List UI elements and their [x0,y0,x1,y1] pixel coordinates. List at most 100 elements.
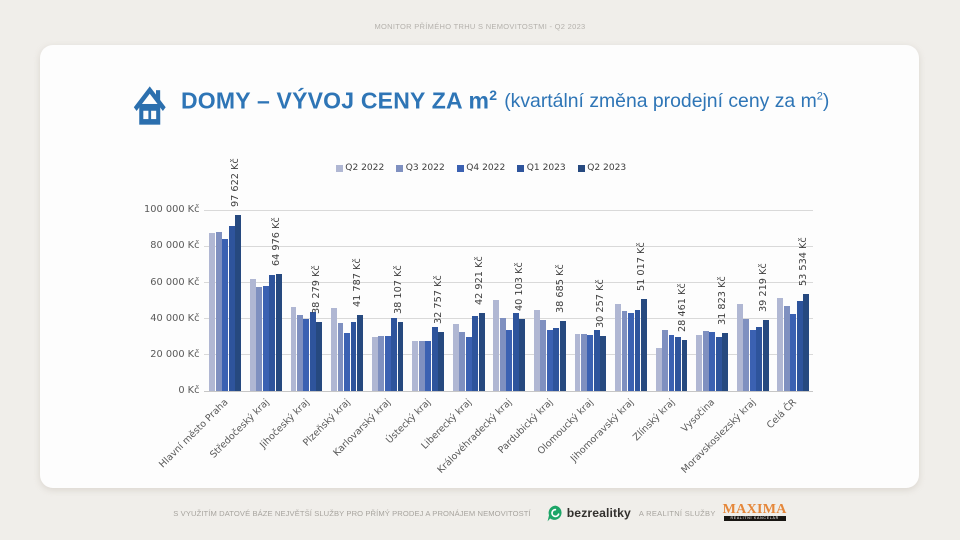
bar [655,348,662,391]
bar [615,304,621,391]
bar [696,335,703,391]
bar-value-label: 41 787 Kč [351,258,363,308]
bar [803,294,810,391]
legend-swatch [577,164,585,172]
bar [465,337,472,391]
bar [662,329,668,391]
bar [796,301,803,391]
bar [478,313,485,391]
bar [783,306,790,391]
bar [337,322,344,391]
bar [438,331,445,391]
bar [736,304,743,391]
legend-swatch [517,164,525,172]
bar [209,233,216,391]
bar [600,336,607,391]
bar [777,297,784,391]
bar [357,315,363,391]
footer: S VYUŽITÍM DATOVÉ BÁZE NEJVĚTŠÍ SLUŽBY P… [0,501,960,525]
bar [228,226,235,391]
legend-label: Q1 2023 [526,163,566,173]
bar-value-label: 53 534 Kč [798,237,810,287]
bar [371,336,378,391]
bar [222,238,229,391]
bar [290,307,297,391]
bar [269,275,276,391]
bar-value-label: 39 219 Kč [757,263,769,313]
bar [235,214,242,391]
bezrealitky-pin-icon [547,505,562,521]
bar [540,319,547,391]
footer-services-label: A REALITNÍ SLUŽBY [638,508,716,518]
maxima-logo: MAXIMA REALITNÍ KANCELÁŘ [723,503,787,521]
bar [519,318,526,391]
bar-value-label: 30 257 Kč [595,279,607,329]
slide-header: MONITOR PŘÍMÉHO TRHU S NEMOVITOSTMI - Q2… [374,22,586,31]
bar [249,278,256,391]
y-tick-label: 0 Kč [178,385,200,396]
legend-item: Q4 2022 [456,163,506,173]
bar [215,232,222,391]
legend-item: Q3 2022 [396,163,445,173]
bar-value-label: 38 107 Kč [392,265,404,315]
legend-item: Q1 2023 [517,163,566,173]
bar-value-label: 97 622 Kč [230,157,242,207]
bar [668,334,675,391]
bar [262,285,269,391]
gridline [204,282,813,284]
gridline [204,209,813,211]
legend-swatch [396,164,404,172]
bar [331,308,337,391]
bar [640,298,647,391]
title-row: DOMY – VÝVOJ CENY ZA m2 (kvartální změna… [133,81,829,125]
page-subtitle-superscript: 2 [816,90,823,103]
bar [350,322,357,391]
bar [303,319,310,391]
bar-value-label: 38 685 Kč [554,264,566,314]
legend-label: Q3 2022 [405,163,445,173]
page-title-text: DOMY – VÝVOJ CENY ZA m [181,87,490,114]
maxima-sub-banner: REALITNÍ KANCELÁŘ [723,516,786,521]
bar-value-label: 42 921 Kč [473,256,485,306]
legend-item: Q2 2023 [577,163,626,173]
bar [722,333,728,391]
bar [412,341,419,391]
bar [675,337,681,391]
bar [459,332,466,391]
bar-value-label: 28 461 Kč [676,282,688,332]
page-subtitle: (kvartální změna prodejní ceny za m2) [504,90,829,113]
bar [546,329,553,391]
bar-value-label: 31 823 Kč [717,276,729,326]
bar-value-label: 64 976 Kč [270,216,282,266]
y-tick-label: 80 000 Kč [150,240,200,252]
page-title: DOMY – VÝVOJ CENY ZA m2 [181,87,497,115]
bar [621,311,628,391]
bar [493,300,500,391]
bar [593,329,600,391]
bar-value-label: 51 017 Kč [635,242,647,291]
bar [275,273,282,391]
bar [512,313,519,391]
legend-label: Q4 2022 [466,163,506,173]
bar [316,321,323,391]
bar [580,334,587,391]
bar [418,341,425,391]
bar [499,318,506,391]
legend-label: Q2 2022 [345,163,385,173]
y-tick-label: 100 000 Kč [144,204,200,216]
page-subtitle-text: (kvartální změna prodejní ceny za m [504,89,817,112]
y-tick-label: 40 000 Kč [150,312,200,324]
bar [715,336,722,391]
bar [553,327,560,391]
y-tick-label: 20 000 Kč [150,348,200,360]
house-icon [133,86,166,125]
bar-value-label: 38 279 Kč [311,265,323,314]
bar [256,287,263,391]
x-axis-line [204,390,813,392]
bar [756,327,763,391]
bar [702,331,709,391]
bar [425,341,432,391]
bar [634,310,641,391]
bar [309,312,316,391]
chart-legend: Q2 2022 Q3 2022 Q4 2022 Q1 2023 Q2 2023 [161,161,801,175]
